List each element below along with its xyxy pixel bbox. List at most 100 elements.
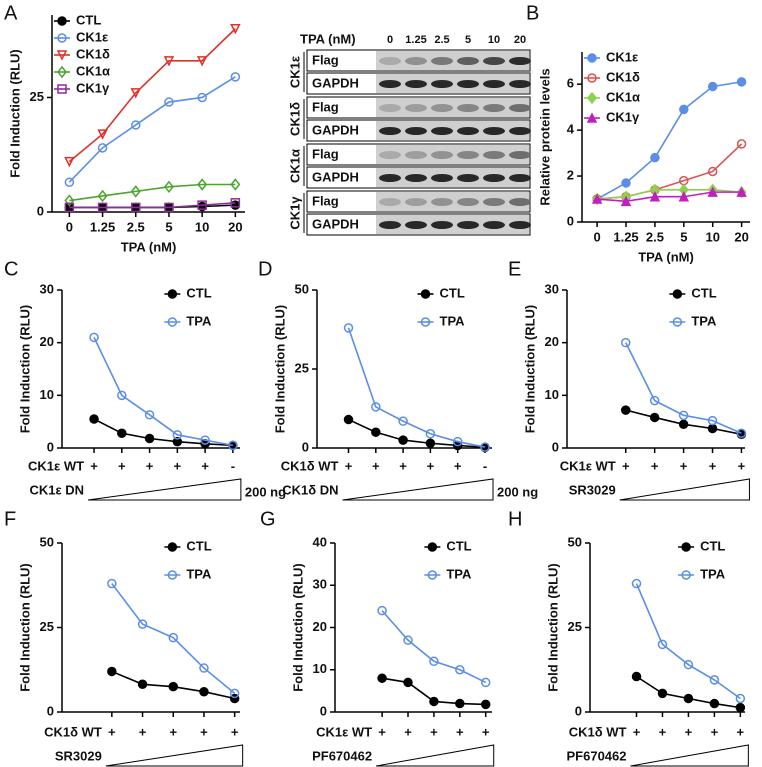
point [620, 337, 631, 348]
point [427, 542, 438, 552]
point [735, 693, 746, 704]
x-tick-label: 20 [228, 219, 242, 234]
band [483, 80, 505, 88]
point [657, 688, 668, 699]
legend-label: TPA [446, 566, 472, 581]
point [137, 619, 148, 629]
x-tick-label: + [372, 458, 380, 473]
y-tick-label: 0 [552, 439, 559, 454]
panel-label: D [258, 258, 272, 280]
band [509, 221, 531, 229]
y-tick-label: 0 [47, 703, 54, 718]
y-axis-title: Fold Induction (RLU) [17, 563, 32, 692]
band [405, 221, 427, 229]
point [736, 139, 747, 149]
band [379, 104, 401, 112]
point [229, 688, 240, 699]
y-tick-label: 0 [567, 213, 574, 228]
row-label: CK1ε WT [316, 724, 372, 739]
band-label: GAPDH [312, 75, 359, 90]
x-tick-label: + [454, 458, 462, 473]
point [679, 104, 689, 115]
x-tick-label: + [139, 724, 147, 739]
band [483, 127, 505, 135]
point [377, 605, 387, 616]
series-line [111, 583, 236, 695]
x-tick-label: 5 [165, 219, 172, 234]
x-tick-label: + [738, 458, 746, 473]
band [483, 174, 505, 182]
point [57, 33, 67, 43]
point [649, 395, 660, 406]
band [457, 151, 479, 159]
y-tick-label: 25 [295, 360, 309, 375]
band [405, 174, 427, 182]
series-line [625, 342, 742, 434]
row-label: SR3029 [569, 482, 616, 497]
band [379, 221, 401, 229]
x-tick-label: + [169, 724, 177, 739]
band [509, 57, 531, 65]
y-axis-title: Fold Induction (RLU) [272, 305, 287, 434]
point [455, 698, 465, 709]
band-label: Flag [312, 52, 339, 67]
x-tick-label: 5 [680, 229, 687, 244]
point [403, 677, 413, 688]
row-label: CK1ε DN [29, 482, 84, 497]
row-label: SR3029 [55, 748, 102, 763]
point [230, 198, 241, 208]
point [107, 666, 117, 677]
point [64, 156, 75, 168]
band [431, 174, 453, 182]
point [403, 635, 413, 645]
point [197, 92, 207, 103]
band [457, 57, 479, 65]
band [457, 198, 479, 206]
point [420, 317, 431, 327]
point [56, 50, 68, 61]
point [199, 663, 209, 673]
y-tick-label: 0 [47, 439, 54, 454]
point [429, 656, 439, 667]
series-line [69, 183, 236, 202]
point [736, 186, 747, 197]
y-axis-title: Fold Induction (RLU) [17, 305, 32, 434]
x-tick-label: - [231, 458, 235, 473]
band-label: GAPDH [312, 216, 359, 231]
x-tick-label: + [737, 724, 745, 739]
point [164, 202, 174, 213]
legend-label: CK1ε [606, 49, 638, 64]
legend-label: CTL [186, 285, 211, 300]
y-tick-label: 30 [40, 281, 54, 296]
x-tick-label: + [427, 458, 435, 473]
point [196, 56, 208, 67]
point [197, 178, 208, 191]
point [144, 433, 155, 444]
lane-label: 20 [514, 34, 526, 46]
x-tick-label: + [622, 458, 630, 473]
legend-label: CTL [700, 538, 725, 553]
row-label: CK1δ DN [282, 482, 338, 497]
band [405, 57, 427, 65]
band [483, 151, 505, 159]
point [480, 699, 491, 710]
legend-label: CTL [446, 538, 471, 553]
y-tick-label: 20 [40, 334, 54, 349]
point [371, 402, 381, 412]
x-tick-label: + [378, 724, 386, 739]
point [425, 438, 436, 449]
point [131, 202, 141, 213]
y-tick-label: 20 [313, 619, 327, 634]
series-line [596, 81, 742, 200]
legend-label: CK1ε [76, 29, 108, 44]
y-tick-label: 50 [295, 281, 309, 296]
row-label: PF670462 [567, 748, 627, 763]
y-tick-label: 0 [575, 703, 582, 718]
band [483, 198, 505, 206]
y-tick-label: 2 [567, 167, 574, 182]
dose-ramp [376, 744, 495, 767]
point [631, 671, 642, 682]
legend-label: CK1α [606, 89, 640, 104]
point [736, 428, 747, 439]
band [405, 127, 427, 135]
